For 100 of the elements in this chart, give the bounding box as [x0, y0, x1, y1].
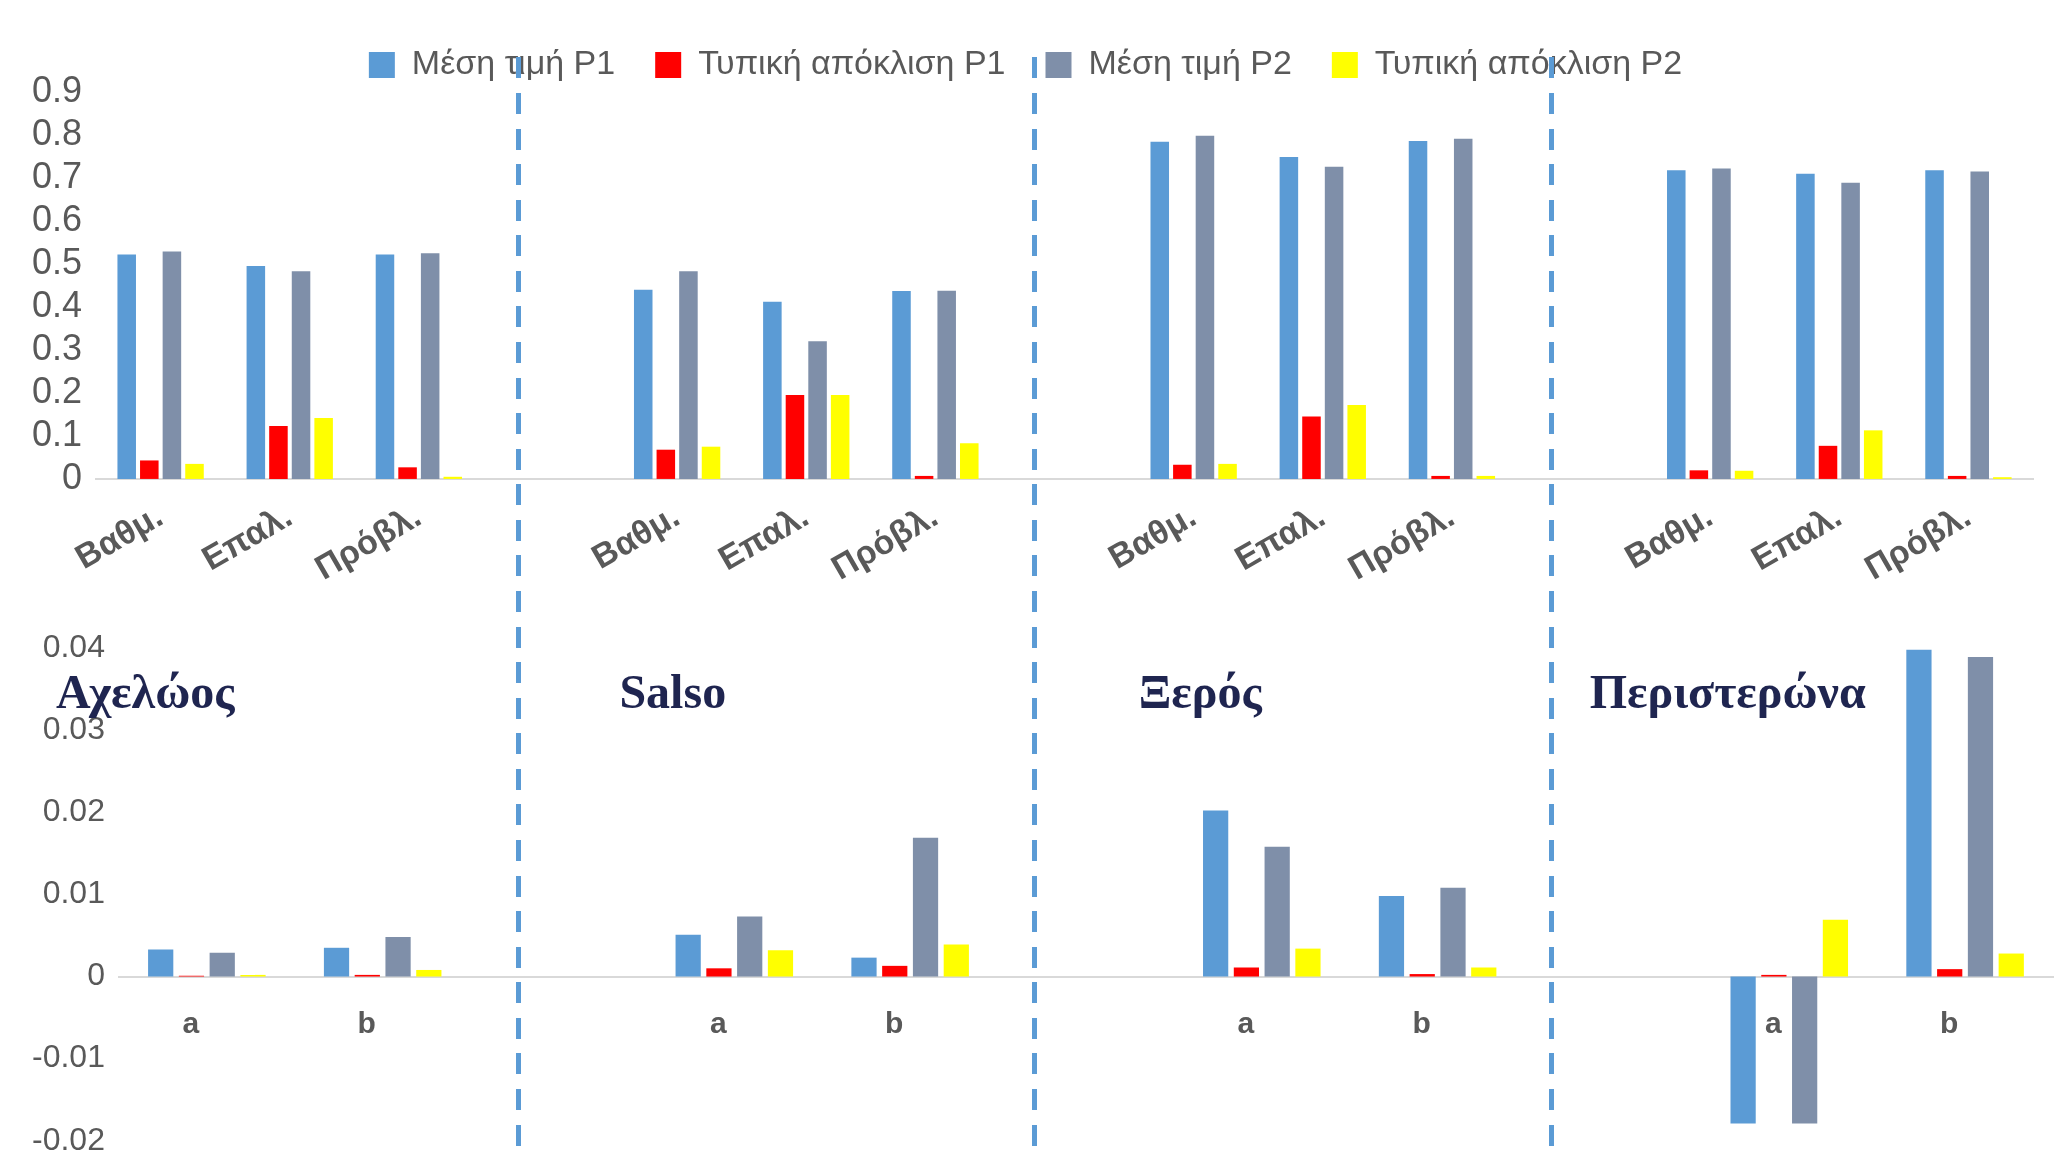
annotation: Περιστερώνα [1589, 665, 1867, 719]
y-tick-label: 0.1 [32, 412, 83, 454]
bar [162, 251, 182, 479]
bar [1970, 171, 1989, 479]
legend-label: Τυπική απόκλιση P2 [1374, 43, 1683, 82]
y-tick-label: 0.3 [32, 326, 83, 368]
legend-label: Μέση τιμή P1 [411, 43, 616, 82]
bar [830, 395, 850, 479]
bar [1150, 141, 1170, 479]
bar [1998, 953, 2024, 977]
y-tick-label: 0.2 [32, 369, 83, 411]
y-tick-label: 0.7 [32, 154, 83, 196]
bar [1218, 463, 1237, 479]
bar [209, 952, 235, 977]
bar [375, 254, 395, 479]
bar [1689, 470, 1709, 479]
bar [1730, 976, 1756, 1124]
x-tick-label: a [709, 1005, 727, 1039]
bar [656, 449, 676, 479]
bar [1431, 475, 1450, 479]
y-tick-label: 0.6 [32, 197, 83, 239]
bar [808, 341, 827, 479]
bar [914, 475, 934, 479]
bar [767, 950, 794, 977]
bar [269, 426, 288, 479]
bar [398, 467, 417, 479]
bar [679, 271, 698, 479]
bar [892, 291, 911, 479]
y-tick-label: -0.02 [32, 1120, 105, 1157]
bar [1195, 135, 1215, 479]
y-tick-label: 0 [87, 956, 105, 993]
bar [960, 443, 979, 479]
bar [1408, 141, 1428, 479]
x-tick-label: b [884, 1005, 904, 1039]
bar [1841, 182, 1860, 479]
y-tick-label: 0.8 [32, 111, 83, 153]
legend-label: Μέση τιμή P2 [1088, 43, 1292, 82]
bar [1734, 470, 1754, 479]
y-tick-label: 0 [62, 455, 83, 497]
bar [1667, 170, 1686, 479]
bar [1712, 168, 1731, 479]
bar [1863, 430, 1883, 479]
y-tick-label: -0.01 [32, 1038, 105, 1075]
bar [675, 934, 701, 977]
x-tick-label: Βαθμ. [68, 495, 169, 576]
bar [1947, 475, 1967, 479]
bar [1302, 416, 1321, 479]
bar [763, 301, 782, 479]
bar [1476, 475, 1496, 479]
bar [943, 944, 969, 977]
bar [416, 969, 442, 977]
bar [1264, 846, 1290, 977]
bar [323, 947, 350, 977]
bar [1453, 138, 1473, 479]
x-tick-label: a [1764, 1005, 1782, 1039]
bar [140, 460, 159, 479]
bar [1925, 170, 1944, 479]
bar [117, 254, 136, 479]
y-tick-label: 0.5 [32, 240, 83, 282]
bar [1818, 445, 1838, 479]
bar [1347, 404, 1366, 479]
bar [882, 965, 908, 977]
bar [385, 937, 411, 977]
bar [851, 957, 877, 977]
y-tick-label: 0.02 [42, 792, 105, 829]
bar [737, 916, 763, 977]
bar [706, 968, 732, 977]
bar [443, 476, 463, 479]
bar [1440, 887, 1466, 977]
bar [314, 417, 333, 479]
bar [1324, 166, 1344, 479]
bar [1173, 464, 1192, 479]
y-tick-label: 0.04 [42, 627, 105, 664]
bar [1796, 173, 1815, 479]
bar [1378, 896, 1405, 977]
bar [185, 463, 204, 479]
y-tick-label: 0.4 [32, 283, 83, 325]
bar [1792, 976, 1818, 1124]
bar [291, 271, 311, 479]
bar [1279, 156, 1299, 479]
bar [1203, 810, 1229, 977]
bar [1822, 919, 1849, 977]
x-tick-label: b [357, 1005, 376, 1039]
x-tick-label: Βαθμ. [1617, 495, 1719, 576]
y-tick-label: 0.01 [42, 874, 105, 911]
bar [1471, 967, 1497, 977]
annotation: Salso [619, 665, 727, 719]
bar [246, 266, 266, 479]
bar [1937, 969, 1963, 977]
bar [1233, 967, 1260, 977]
bar [937, 290, 956, 479]
x-tick-label: a [182, 1005, 200, 1039]
legend-label: Τυπική απόκλιση P1 [698, 43, 1006, 82]
x-tick-label: b [1412, 1005, 1431, 1039]
x-tick-label: b [1939, 1005, 1959, 1039]
x-tick-label: Βαθμ. [1101, 495, 1202, 576]
bar [633, 289, 653, 479]
x-tick-label: Βαθμ. [584, 495, 686, 576]
bar [1967, 657, 1994, 977]
bar [912, 837, 939, 977]
